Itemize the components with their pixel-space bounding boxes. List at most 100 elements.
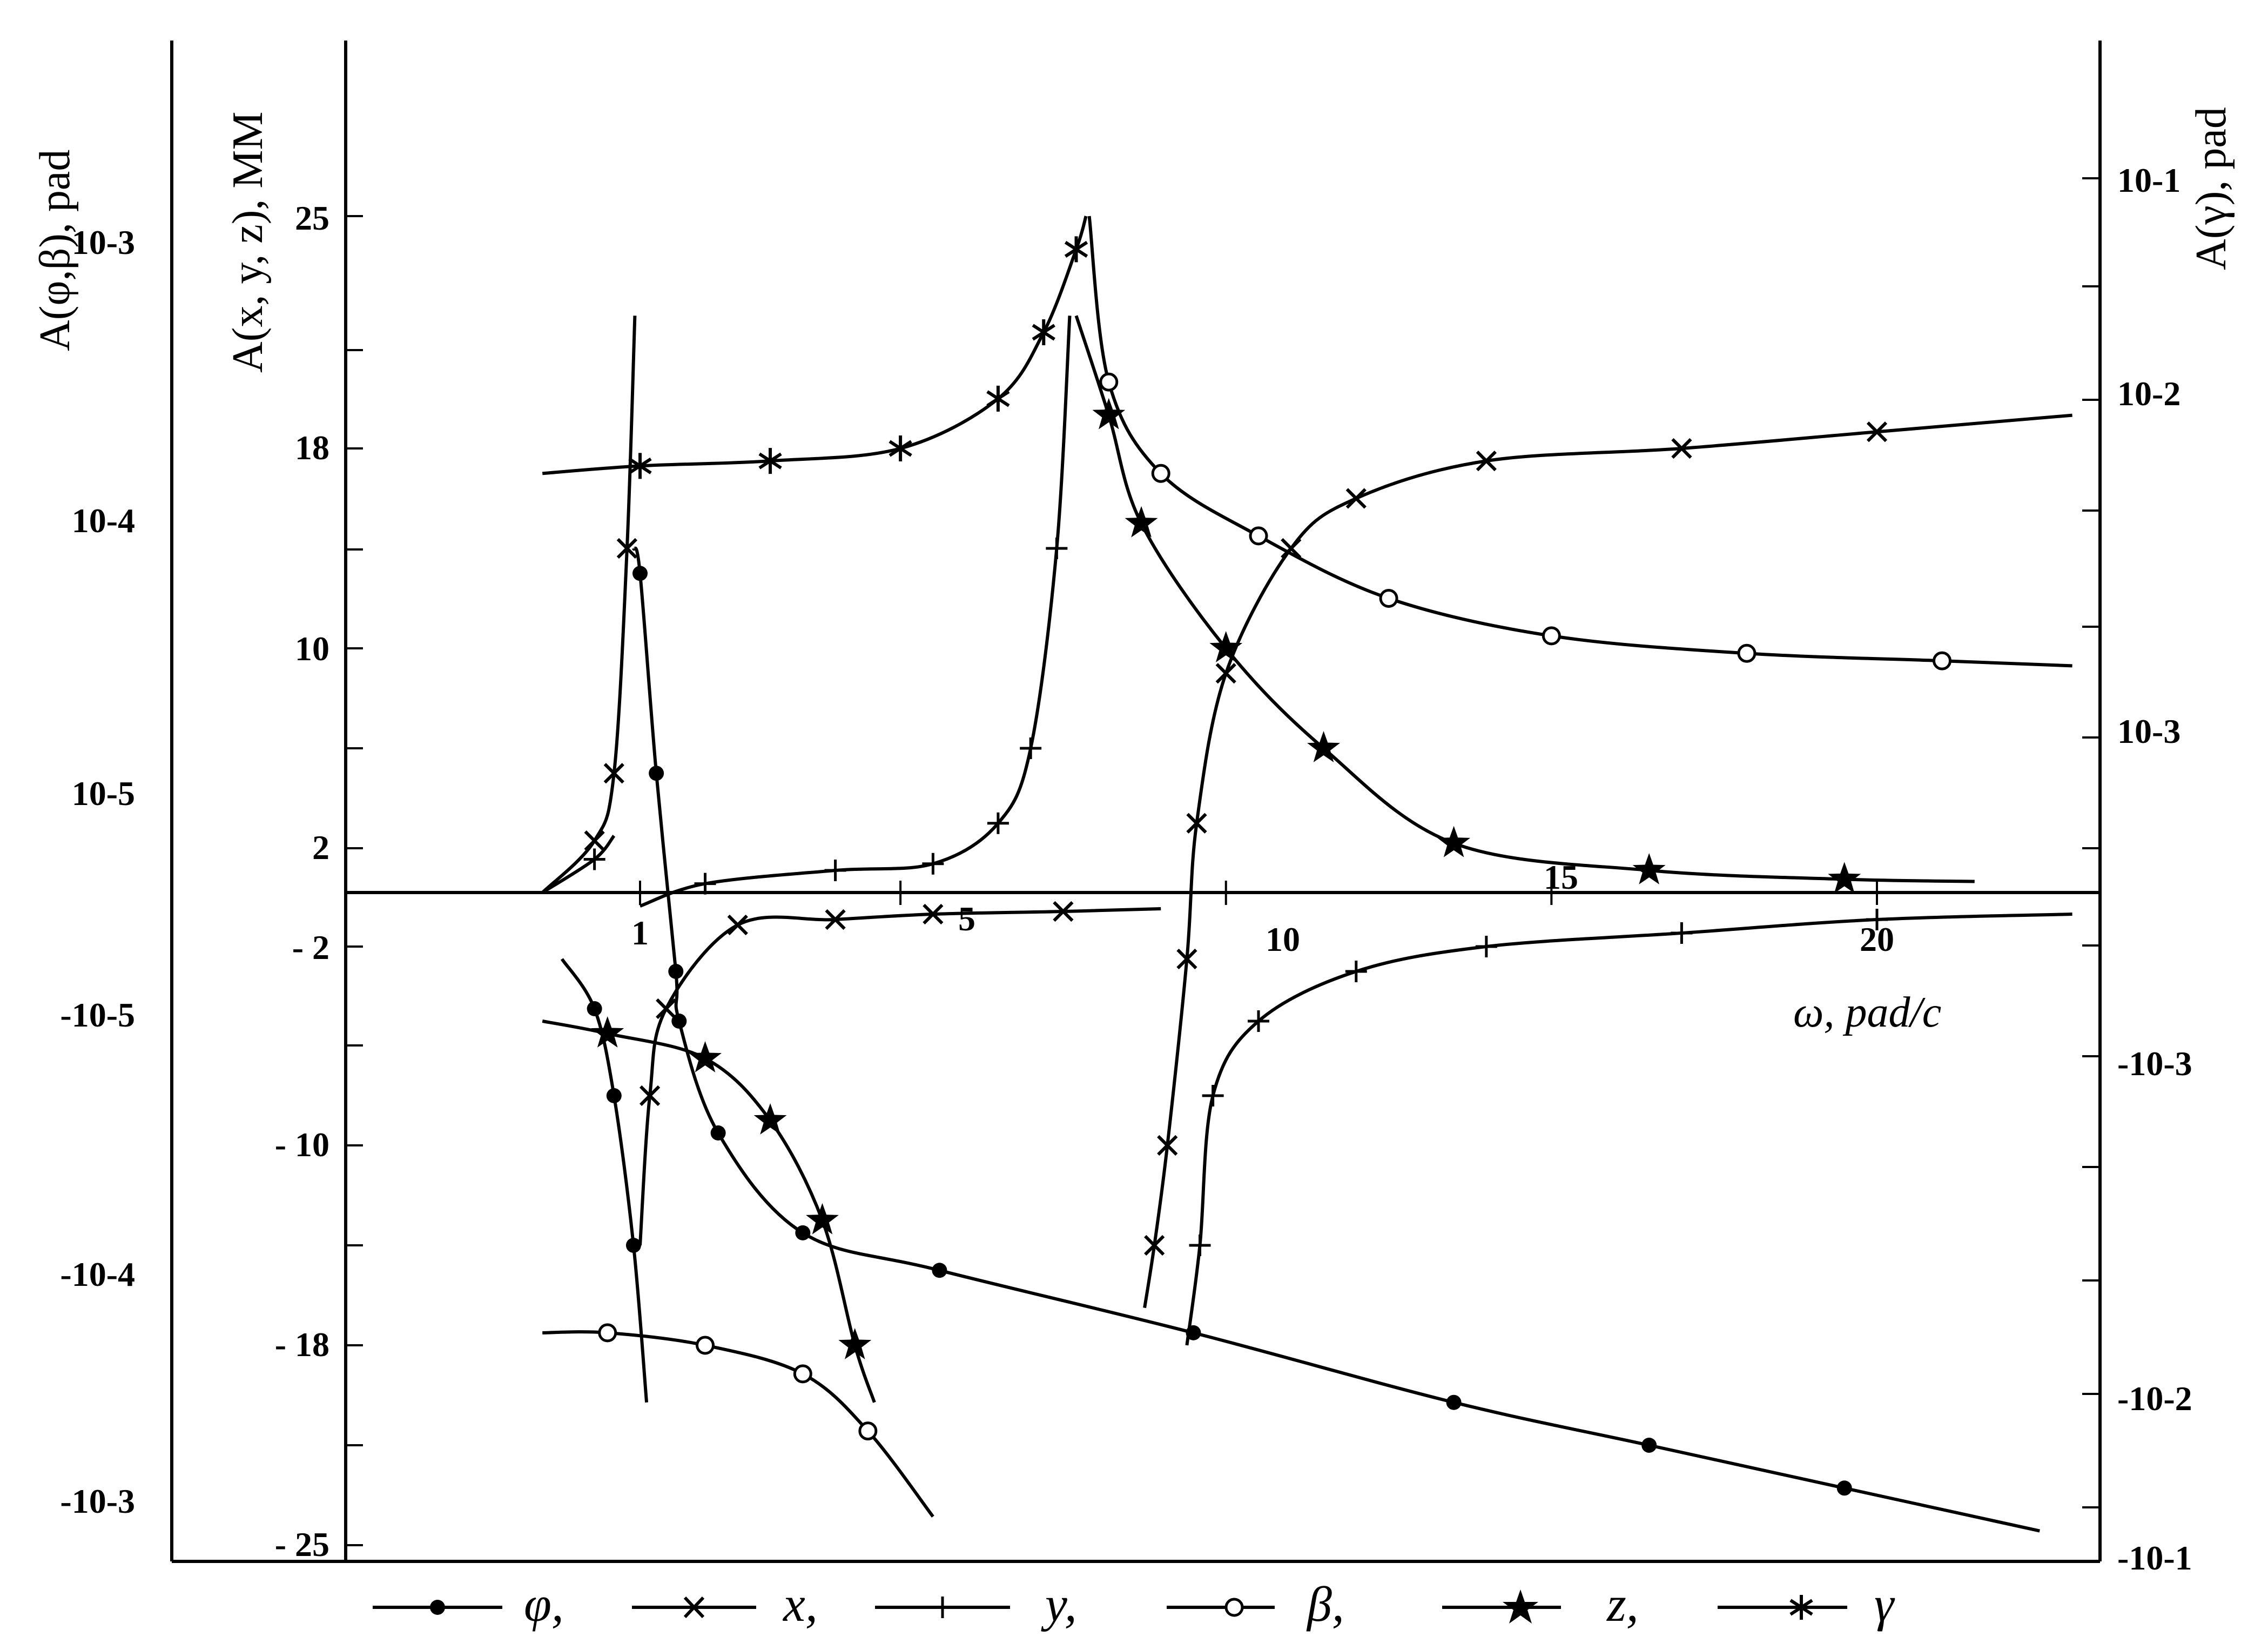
middle-tick-label: - 10 xyxy=(275,1125,329,1164)
data-point-z xyxy=(1092,398,1126,430)
right-tick-label: 10-1 xyxy=(2117,161,2180,199)
series-line-φ xyxy=(632,546,2040,1533)
data-point-β xyxy=(1099,372,1119,392)
series-line-z xyxy=(1074,315,1975,883)
right-axis-title: A(γ), pad xyxy=(2188,107,2235,270)
axis-ticks xyxy=(346,177,2100,1546)
legend-marker-beta xyxy=(1224,1598,1244,1617)
legend-label-beta: β, xyxy=(1306,1577,1344,1632)
data-point-β xyxy=(1151,464,1170,483)
legend-label-z: z, xyxy=(1606,1577,1639,1632)
left-tick-label: -10-4 xyxy=(60,1255,135,1293)
series-line-γ xyxy=(542,216,1088,475)
data-point-y xyxy=(824,860,846,881)
data-point-z xyxy=(1125,506,1158,538)
x-tick-label: 5 xyxy=(958,900,975,938)
data-point-y xyxy=(583,848,605,870)
data-point-γ xyxy=(1032,319,1055,345)
data-point-φ xyxy=(625,1238,641,1253)
right-tick-label: 10-2 xyxy=(2117,374,2180,413)
x-tick-label: 10 xyxy=(1266,920,1300,958)
data-point-x xyxy=(1144,1235,1165,1256)
data-point-γ xyxy=(986,385,1010,412)
data-point-x xyxy=(1157,1135,1178,1156)
middle-axis-title: A(x, y, z), MM xyxy=(224,111,272,373)
middle-tick-label: - 2 xyxy=(292,928,329,967)
data-point-y xyxy=(1866,909,1888,930)
data-point-β xyxy=(696,1336,715,1355)
left-tick-label: -10-5 xyxy=(60,996,135,1034)
series-line-x xyxy=(1143,413,2072,1309)
middle-tick-label: - 25 xyxy=(275,1525,329,1564)
data-point-φ xyxy=(587,1001,602,1016)
data-point-z xyxy=(1307,731,1340,762)
data-point-y xyxy=(1202,1085,1224,1106)
data-point-φ xyxy=(649,766,664,781)
data-point-φ xyxy=(795,1225,811,1240)
data-point-y xyxy=(1345,961,1367,982)
data-point-z xyxy=(689,1041,722,1072)
data-point-y xyxy=(1248,1010,1269,1032)
data-point-x xyxy=(1176,948,1197,970)
data-point-x xyxy=(656,998,677,1019)
data-point-x xyxy=(1866,421,1888,442)
data-point-y xyxy=(1189,1235,1211,1256)
data-point-x xyxy=(825,909,846,930)
data-point-φ xyxy=(1641,1438,1657,1453)
middle-tick-label: 25 xyxy=(295,199,329,237)
left-axis-title: A(φ,β), pad xyxy=(31,150,79,351)
x-tick-label: 1 xyxy=(631,914,649,952)
legend-marker-x xyxy=(683,1596,705,1619)
middle-tick-label: 2 xyxy=(312,828,329,867)
data-point-x xyxy=(1345,488,1367,509)
data-point-φ xyxy=(1446,1394,1462,1410)
data-point-φ xyxy=(1186,1325,1201,1340)
data-point-z xyxy=(1437,826,1470,857)
left-tick-label: 10-5 xyxy=(72,774,135,813)
data-point-x xyxy=(1053,901,1074,922)
data-point-y xyxy=(1671,922,1693,944)
data-point-β xyxy=(1933,651,1952,670)
data-point-z xyxy=(1828,862,1861,894)
data-point-z xyxy=(1632,853,1666,884)
data-point-z xyxy=(753,1103,787,1135)
data-point-z xyxy=(1209,631,1243,662)
data-point-x xyxy=(1215,663,1236,684)
data-point-y xyxy=(987,812,1009,834)
legend: φ, x, y, β, z, γ xyxy=(373,1577,1895,1632)
series-line-y xyxy=(640,316,1072,908)
data-point-γ xyxy=(758,448,782,474)
legend-marker-z xyxy=(1503,1589,1538,1624)
data-point-β xyxy=(1379,589,1398,608)
right-tick-label: -10-2 xyxy=(2117,1379,2192,1418)
x-axis-title: ω, pad/c xyxy=(1793,989,1941,1036)
data-point-φ xyxy=(710,1125,726,1141)
data-point-x xyxy=(1671,438,1692,459)
data-point-φ xyxy=(668,964,684,979)
right-tick-label: -10-3 xyxy=(2117,1044,2192,1083)
middle-tick-label: - 18 xyxy=(275,1325,329,1364)
data-point-y xyxy=(1475,936,1497,957)
series-curves xyxy=(541,216,2072,1533)
legend-marker-y xyxy=(932,1597,953,1618)
data-point-x xyxy=(639,1085,661,1106)
data-point-y xyxy=(1020,737,1042,759)
series-markers xyxy=(583,236,1952,1496)
data-point-γ xyxy=(628,453,652,479)
data-point-y xyxy=(922,853,944,875)
data-point-x xyxy=(923,903,944,925)
right-tick-label: -10-1 xyxy=(2117,1539,2192,1577)
data-point-x xyxy=(584,830,605,851)
data-point-β xyxy=(1737,643,1756,663)
middle-tick-label: 10 xyxy=(295,629,329,668)
legend-marker-phi xyxy=(430,1600,445,1615)
data-point-x xyxy=(1186,813,1207,834)
data-point-γ xyxy=(889,435,912,461)
right-tick-label: 10-3 xyxy=(2117,712,2180,750)
data-point-φ xyxy=(606,1088,622,1103)
left-tick-label: -10-3 xyxy=(60,1482,135,1520)
legend-label-gamma: γ xyxy=(1874,1577,1895,1632)
data-point-z xyxy=(806,1203,839,1235)
